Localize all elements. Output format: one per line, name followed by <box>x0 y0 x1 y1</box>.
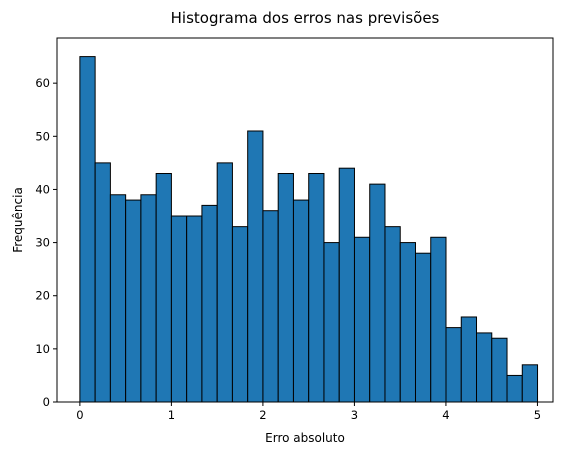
histogram-bar <box>414 252 432 403</box>
x-tick-label: 3 <box>351 408 358 422</box>
histogram-bar <box>521 364 539 403</box>
x-tick-label: 5 <box>534 408 541 422</box>
histogram-bar <box>399 242 416 403</box>
y-tick-label: 20 <box>35 289 50 303</box>
histogram-bar <box>476 332 493 403</box>
y-tick-label: 0 <box>43 395 50 409</box>
histogram-bar <box>216 162 233 403</box>
chart-title: Histograma dos erros nas previsões <box>171 9 440 27</box>
histogram-bar <box>125 199 142 403</box>
bars-group <box>79 56 539 403</box>
histogram-bar <box>338 167 355 403</box>
histogram-bar <box>231 226 249 403</box>
plot-frame <box>56 37 554 403</box>
x-tick-label: 0 <box>76 408 83 422</box>
histogram-bar <box>445 327 462 403</box>
histogram-bar <box>292 199 310 403</box>
x-tick-label: 1 <box>168 408 175 422</box>
histogram-bar <box>430 236 447 403</box>
y-tick-label: 40 <box>35 182 50 196</box>
histogram-bar <box>109 194 127 403</box>
histogram-bar <box>140 194 157 403</box>
y-tick-label: 30 <box>35 236 50 250</box>
histogram-bar <box>79 56 96 403</box>
histogram-bar <box>491 337 508 403</box>
y-axis-label: Frequência <box>11 187 25 253</box>
histogram-bar <box>262 210 279 403</box>
histogram-bar <box>277 173 294 403</box>
histogram-bar <box>94 162 111 403</box>
y-axis: 0 10 20 30 40 50 60 <box>35 76 57 409</box>
histogram-bar <box>323 242 340 403</box>
y-tick-label: 50 <box>35 129 50 143</box>
histogram-bar <box>384 226 401 403</box>
y-tick-label: 60 <box>35 76 50 90</box>
histogram-bar <box>186 215 203 403</box>
histogram-bar <box>460 316 478 403</box>
histogram-bar <box>369 183 386 403</box>
x-tick-label: 2 <box>259 408 266 422</box>
x-tick-label: 4 <box>442 408 449 422</box>
x-axis: 0 1 2 3 4 5 <box>76 402 541 422</box>
histogram-bar <box>155 173 172 403</box>
histogram-bar <box>308 173 325 403</box>
x-axis-label: Erro absoluto <box>265 431 345 445</box>
y-tick-label: 10 <box>35 342 50 356</box>
histogram-bar <box>353 236 371 403</box>
histogram-bar <box>247 130 264 403</box>
histogram-bar <box>506 374 523 403</box>
histogram-bar <box>170 215 188 403</box>
histogram-bar <box>201 204 218 403</box>
